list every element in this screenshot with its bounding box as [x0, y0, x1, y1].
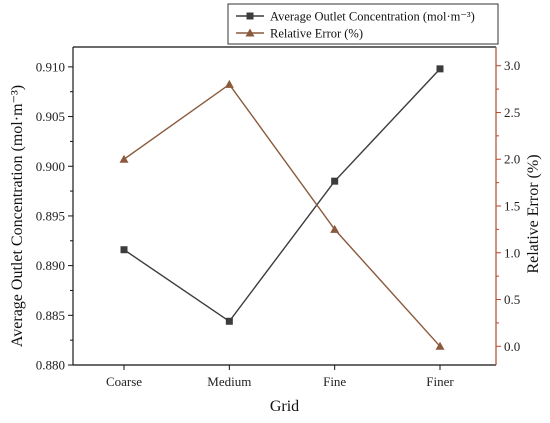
data-point-relative-error — [224, 79, 234, 88]
x-tick-label: Medium — [207, 374, 251, 389]
y-left-tick-label: 0.910 — [36, 59, 65, 74]
legend-label: Relative Error (%) — [270, 27, 363, 41]
y-left-tick-label: 0.880 — [36, 358, 65, 373]
data-point-relative-error — [435, 341, 445, 350]
data-point-relative-error — [330, 224, 340, 233]
y-axis-right-title: Relative Error (%) — [525, 154, 542, 273]
legend-marker-square — [246, 12, 254, 20]
y-left-tick-label: 0.905 — [36, 109, 65, 124]
y-left-tick-label: 0.895 — [36, 208, 65, 223]
legend-marker-triangle — [245, 28, 255, 37]
y-right-tick-label: 0.0 — [504, 339, 520, 354]
legend-box — [227, 3, 499, 45]
y-left-tick-label: 0.890 — [36, 258, 65, 273]
y-right-tick-label: 3.0 — [504, 58, 520, 73]
x-axis-title: Grid — [270, 398, 299, 415]
x-tick-label: Finer — [426, 374, 454, 389]
series-line-relative-error — [123, 83, 441, 347]
y-right-tick-label: 2.0 — [504, 152, 520, 167]
y-right-tick-label: 0.5 — [504, 292, 520, 307]
x-tick-label: Coarse — [106, 374, 142, 389]
x-tick-label: Fine — [323, 374, 346, 389]
series-line-concentration — [123, 68, 441, 323]
data-point-concentration — [120, 246, 128, 254]
plot-area: 0.880 0.885 0.890 0.895 0.900 0.905 0.910 0.0 0.… — [36, 46, 520, 389]
y-left-tick-label: 0.885 — [36, 308, 65, 323]
data-point-concentration — [225, 317, 233, 325]
y-right-tick-label: 1.5 — [504, 199, 520, 214]
y-right-tick-label: 1.0 — [504, 245, 520, 260]
y-axis-left-title: Average Outlet Concentration (mol·m⁻³) — [9, 85, 26, 347]
legend: Average Outlet Concentration (mol·m⁻³) Re… — [227, 3, 499, 45]
data-point-concentration — [436, 65, 444, 73]
legend-label: Average Outlet Concentration (mol·m⁻³) — [270, 10, 475, 24]
data-point-concentration — [331, 177, 339, 185]
data-point-relative-error — [119, 154, 129, 163]
y-right-tick-label: 2.5 — [504, 105, 520, 120]
y-left-tick-label: 0.900 — [36, 159, 65, 174]
